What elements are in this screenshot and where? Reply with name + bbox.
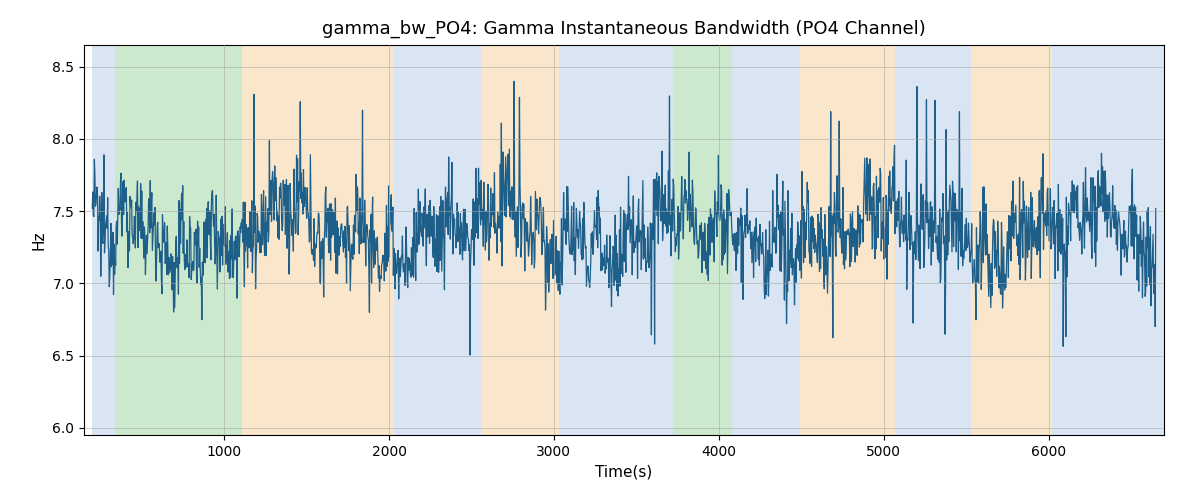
Title: gamma_bw_PO4: Gamma Instantaneous Bandwidth (PO4 Channel): gamma_bw_PO4: Gamma Instantaneous Bandwi… (322, 20, 926, 38)
Bar (799, 45, 895, 435)
Bar (481, 45, 559, 435)
Bar (971, 45, 1052, 435)
Bar (661, 45, 673, 435)
Bar (559, 45, 661, 435)
Bar (1052, 45, 1164, 435)
Bar (732, 45, 799, 435)
Bar (242, 45, 394, 435)
X-axis label: Time(s): Time(s) (595, 464, 653, 479)
Bar (92, 45, 115, 435)
Bar (394, 45, 481, 435)
Bar (115, 45, 242, 435)
Bar (673, 45, 732, 435)
Bar (895, 45, 971, 435)
Y-axis label: Hz: Hz (31, 230, 47, 250)
